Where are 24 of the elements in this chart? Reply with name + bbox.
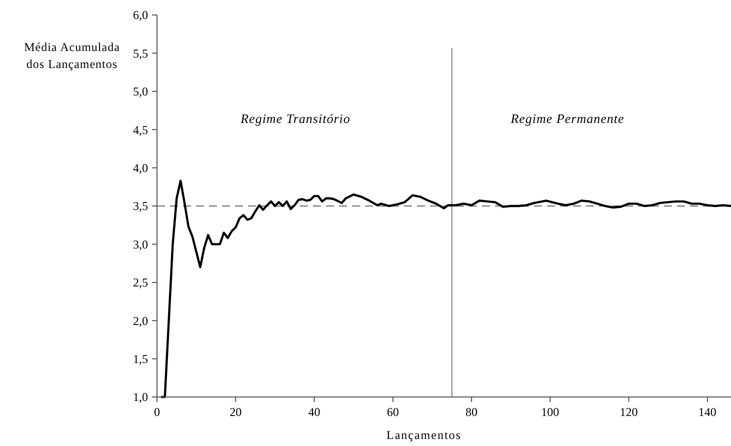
x-tick-label: 140 bbox=[698, 405, 716, 419]
y-tick-label: 3,5 bbox=[133, 199, 148, 214]
x-tick-label: 120 bbox=[620, 405, 638, 419]
y-tick-label: 4,0 bbox=[133, 161, 148, 175]
y-tick-label: 6,0 bbox=[133, 8, 148, 22]
x-tick-label: 20 bbox=[230, 405, 242, 419]
y-tick-label: 3,0 bbox=[133, 237, 148, 252]
y-tick-label: 2,0 bbox=[133, 314, 148, 328]
x-tick-label: 60 bbox=[386, 405, 399, 419]
annotation: Regime Transitório bbox=[240, 111, 350, 126]
annotation: Regime Permanente bbox=[510, 111, 624, 126]
x-tick-label: 80 bbox=[466, 405, 478, 419]
y-tick-label: 1,0 bbox=[133, 390, 148, 404]
y-tick-label: 5,0 bbox=[133, 84, 148, 99]
line-series bbox=[160, 180, 731, 398]
x-axis-title: Lançamentos bbox=[386, 428, 462, 442]
y-tick-label: 5,5 bbox=[133, 46, 148, 60]
y-tick-label: 2,5 bbox=[133, 276, 148, 290]
y-axis-title: Média Acumulada dos Lançamentos bbox=[24, 40, 120, 71]
x-tick-label: 100 bbox=[541, 405, 560, 419]
x-tick-label: 40 bbox=[308, 405, 320, 419]
y-tick-label: 1,5 bbox=[133, 352, 148, 366]
x-tick-label: 0 bbox=[154, 405, 160, 419]
y-tick-label: 4,5 bbox=[133, 122, 148, 137]
